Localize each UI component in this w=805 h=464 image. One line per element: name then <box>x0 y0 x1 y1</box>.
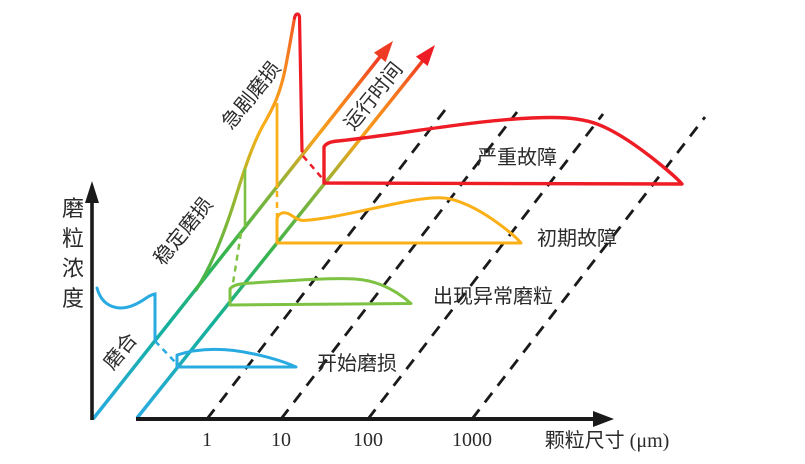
time-axis-line <box>135 56 427 420</box>
x-tick-10: 10 <box>271 429 291 451</box>
stage-label-severe-failure: 严重故障 <box>477 146 557 169</box>
stage-label-early-failure: 初期故障 <box>537 227 617 250</box>
y-axis-label-char-3: 浓 <box>62 256 84 281</box>
rapid-wear-curve <box>194 16 297 292</box>
x-tick-1: 1 <box>202 429 212 451</box>
x-tick-100: 100 <box>353 429 383 451</box>
wall-time-arrowhead-icon <box>373 41 393 63</box>
y-axis-arrowhead-icon <box>85 181 99 203</box>
stage-label-abnormal-particles: 出现异常磨粒 <box>433 285 553 308</box>
run-in-connector-dashed <box>154 340 177 364</box>
wall-time-line <box>91 51 385 421</box>
y-axis-label: 磨 粒 浓 度 <box>62 196 84 311</box>
phase-label-stable-wear: 稳定磨损 <box>149 193 217 270</box>
phase-label-rapid-wear: 急剧磨损 <box>217 57 285 134</box>
grid-dashed-line-2 <box>279 111 519 420</box>
grid-dashed-line-3 <box>366 113 605 420</box>
x-axis-label: 颗粒尺寸 (μm) <box>545 429 670 452</box>
severe-failure-distribution-curve <box>322 115 684 186</box>
y-axis-label-char-1: 磨 <box>62 196 84 221</box>
abnormal-distribution-curve <box>228 277 413 307</box>
peak-drop-line <box>292 12 304 153</box>
time-axis-arrowhead-icon <box>415 45 435 67</box>
run-in-curve <box>95 286 157 341</box>
y-axis-label-char-4: 度 <box>62 286 84 311</box>
abnormal-connector-dashed <box>231 232 243 284</box>
y-axis-label-char-2: 粒 <box>62 226 84 251</box>
early-failure-distribution-curve <box>275 196 523 245</box>
stage-label-begin-wear: 开始磨损 <box>317 352 397 375</box>
severe-connector-dashed <box>302 155 323 179</box>
x-axis-arrowhead-icon <box>593 411 614 427</box>
x-tick-1000: 1000 <box>452 429 492 451</box>
begin-wear-distribution-curve <box>175 347 298 369</box>
